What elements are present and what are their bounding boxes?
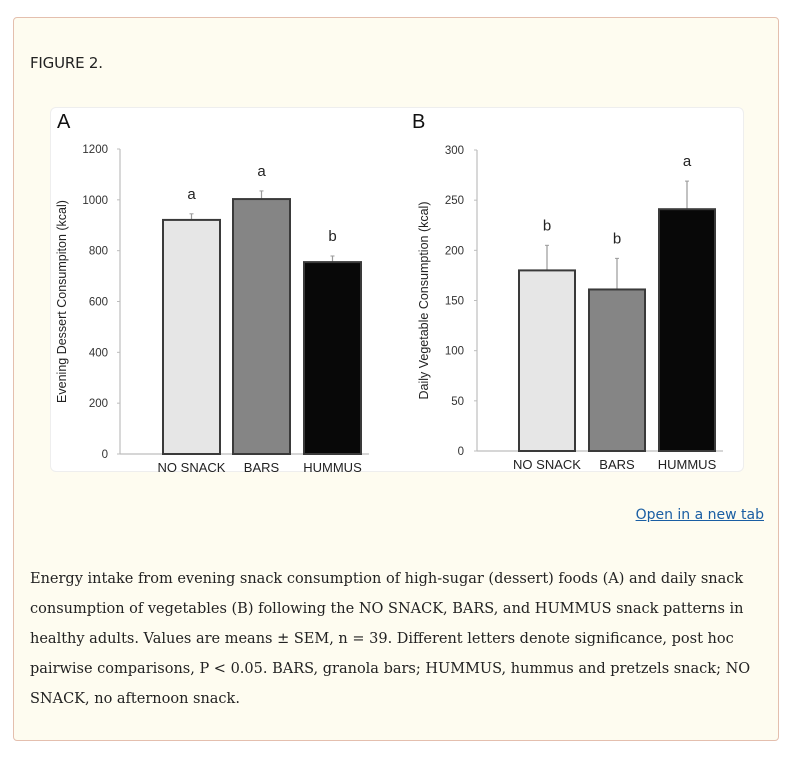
panel-label: A xyxy=(57,111,71,133)
y-tick-label: 600 xyxy=(89,297,108,309)
y-tick-label: 0 xyxy=(458,446,464,458)
bar-no-snack xyxy=(162,218,221,455)
bar-no-snack xyxy=(518,269,576,452)
y-tick-label: 250 xyxy=(445,195,464,207)
open-in-new-tab-link[interactable]: Open in a new tab xyxy=(635,507,764,523)
y-tick-label: 800 xyxy=(89,246,108,258)
x-tick-label: BARS xyxy=(244,460,280,473)
bar-bars xyxy=(232,198,291,455)
x-tick-label: NO SNACK xyxy=(513,457,581,472)
y-tick-label: 50 xyxy=(451,396,464,408)
figure-title: FIGURE 2. xyxy=(30,54,103,72)
significance-letter: a xyxy=(187,186,196,203)
x-tick-label: NO SNACK xyxy=(158,460,226,473)
x-tick-label: BARS xyxy=(599,457,635,472)
y-tick-label: 200 xyxy=(445,245,464,257)
significance-letter: a xyxy=(257,163,266,180)
y-tick-label: 300 xyxy=(445,145,464,157)
panel-label: B xyxy=(412,111,425,133)
significance-letter: b xyxy=(328,228,336,245)
figure-image[interactable]: A 0 200 400 600 800 1000 1200 Evening Dessert Co… xyxy=(50,107,744,473)
significance-letter: b xyxy=(613,230,621,247)
bar-bars xyxy=(588,288,646,452)
chart-a: A 0 200 400 600 800 1000 1200 Evening Dessert Co… xyxy=(55,111,369,473)
x-tick-label: HUMMUS xyxy=(658,457,717,472)
y-tick-label: 100 xyxy=(445,346,464,358)
y-axis-label: Evening Dessert Consumpiton (kcal) xyxy=(55,200,69,403)
x-tick-label: HUMMUS xyxy=(303,460,362,473)
figure-caption: Energy intake from evening snack consump… xyxy=(30,571,751,707)
y-tick-label: 150 xyxy=(445,296,464,308)
y-tick-label: 1000 xyxy=(82,195,108,207)
y-tick-label: 0 xyxy=(102,449,108,461)
y-tick-label: 400 xyxy=(89,347,108,359)
chart-b: B 0 50 100 150 200 250 300 Daily Vegetable Consu… xyxy=(412,111,723,472)
y-tick-label: 200 xyxy=(89,398,108,410)
y-axis-label: Daily Vegetable Consumption (kcal) xyxy=(417,201,431,399)
y-tick-label: 1200 xyxy=(82,144,108,156)
significance-letter: a xyxy=(683,153,692,170)
significance-letter: b xyxy=(543,217,551,234)
bar-hummus xyxy=(658,208,716,452)
bar-hummus xyxy=(303,261,362,455)
